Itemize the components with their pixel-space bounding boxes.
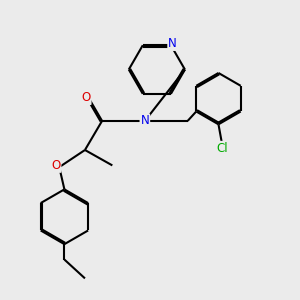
Text: O: O: [81, 91, 91, 104]
Text: N: N: [168, 37, 177, 50]
Text: Cl: Cl: [216, 142, 228, 155]
Text: N: N: [140, 114, 149, 128]
Text: O: O: [51, 159, 61, 172]
